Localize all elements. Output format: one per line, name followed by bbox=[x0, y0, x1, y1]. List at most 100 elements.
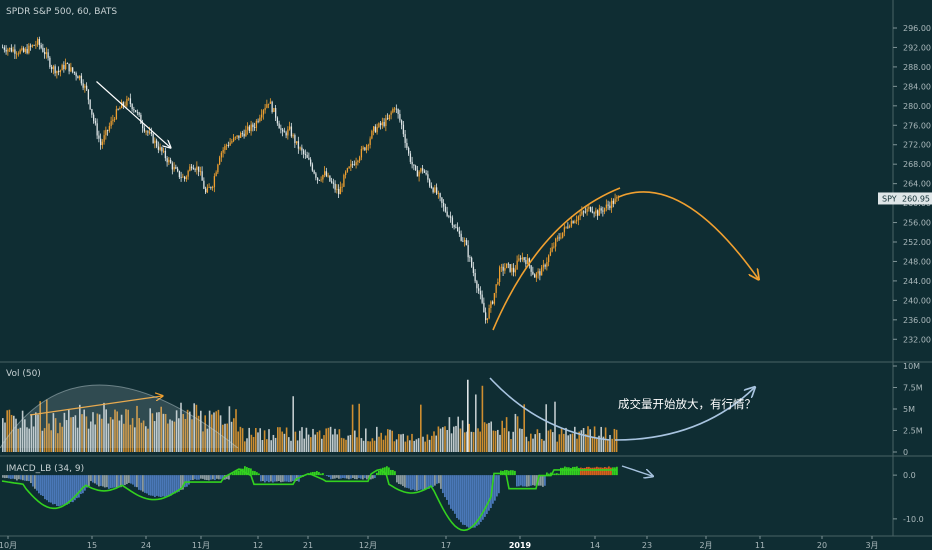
candle bbox=[584, 206, 587, 214]
candle bbox=[45, 47, 48, 59]
candle bbox=[290, 122, 293, 138]
candle bbox=[289, 121, 291, 131]
macd-bar bbox=[462, 475, 464, 525]
volume-bar bbox=[79, 404, 81, 452]
macd-bar bbox=[132, 475, 134, 485]
candle bbox=[408, 146, 410, 156]
volume-bar bbox=[171, 420, 173, 452]
candle bbox=[479, 286, 482, 300]
macd-bar bbox=[366, 475, 368, 480]
candle bbox=[213, 173, 216, 193]
volume-bar bbox=[367, 441, 369, 452]
volume-bar bbox=[283, 433, 286, 452]
volume-bar bbox=[378, 436, 380, 452]
macd-bar bbox=[46, 475, 48, 501]
candle bbox=[451, 215, 454, 229]
candle bbox=[224, 143, 226, 154]
volume-bar bbox=[398, 434, 400, 452]
time-axis[interactable]: 10月 15 24 11月 12 21 12月 17 2019 14 23 2月 11 20 3月 bbox=[0, 536, 879, 550]
candle bbox=[579, 210, 581, 221]
volume-bar bbox=[587, 426, 589, 452]
volume-bar bbox=[406, 435, 409, 452]
macd-bar bbox=[446, 475, 448, 500]
candle bbox=[534, 273, 536, 278]
volume-bar bbox=[347, 435, 349, 452]
macd-bar bbox=[526, 475, 528, 487]
volume-bar bbox=[488, 422, 490, 452]
candle bbox=[87, 89, 90, 105]
volume-bar bbox=[446, 430, 448, 452]
candle bbox=[532, 266, 534, 276]
macd-bar bbox=[406, 475, 408, 488]
volume-bar bbox=[70, 417, 72, 452]
macd-bar bbox=[388, 467, 390, 476]
volume-tick-label: 0 bbox=[903, 448, 908, 457]
candle bbox=[357, 159, 359, 166]
candle bbox=[406, 138, 408, 151]
volume-bar bbox=[261, 440, 264, 452]
volume-tick-label: 5M bbox=[903, 405, 915, 414]
candle bbox=[514, 265, 517, 277]
macd-bar bbox=[170, 475, 172, 496]
candle bbox=[79, 75, 81, 81]
volume-bar bbox=[464, 432, 466, 452]
macd-bar bbox=[88, 475, 90, 487]
candle bbox=[42, 43, 44, 53]
candle bbox=[252, 122, 254, 132]
annotation-blue-arc-right bbox=[614, 388, 754, 441]
volume-bar bbox=[556, 441, 558, 452]
volume-bar bbox=[272, 434, 275, 452]
macd-bar bbox=[376, 472, 378, 476]
macd-bar bbox=[370, 475, 372, 480]
macd-bar bbox=[208, 475, 210, 481]
candle bbox=[145, 130, 147, 136]
macd-bar bbox=[616, 466, 618, 476]
candle bbox=[196, 161, 198, 175]
volume-bar bbox=[345, 439, 347, 452]
volume-bar bbox=[52, 413, 55, 452]
macd-bar bbox=[264, 475, 266, 483]
candle bbox=[331, 177, 333, 184]
volume-bar bbox=[448, 417, 451, 452]
macd-bar bbox=[204, 475, 206, 480]
volume-bar bbox=[501, 420, 503, 452]
volume-bar bbox=[252, 436, 255, 452]
candle bbox=[332, 178, 335, 189]
price-axis[interactable]: 232.00 236.00 240.00 244.00 248.00 252.00 256.… bbox=[893, 24, 931, 524]
candle bbox=[446, 206, 448, 218]
time-tick-label: 20 bbox=[817, 541, 827, 550]
volume-bar bbox=[611, 438, 613, 452]
candle bbox=[150, 127, 153, 137]
volume-bar bbox=[213, 412, 215, 452]
time-tick-label: 2月 bbox=[699, 541, 712, 550]
macd-bar bbox=[494, 475, 496, 501]
macd-bar bbox=[332, 475, 334, 479]
volume-bar bbox=[565, 427, 567, 452]
candle bbox=[362, 145, 364, 151]
volume-bar bbox=[321, 438, 323, 452]
price-tick-label: 288.00 bbox=[903, 63, 931, 72]
candle bbox=[481, 290, 483, 305]
volume-bar bbox=[189, 411, 191, 452]
volume-bar bbox=[481, 385, 484, 452]
candle bbox=[227, 141, 230, 148]
macd-bar bbox=[78, 475, 80, 498]
macd-bar bbox=[290, 475, 292, 482]
candle bbox=[353, 160, 356, 166]
candle bbox=[203, 177, 205, 190]
macd-bar bbox=[546, 472, 548, 476]
candle bbox=[427, 170, 429, 183]
macd-bar bbox=[392, 470, 394, 476]
candle bbox=[430, 182, 433, 189]
candle bbox=[562, 232, 564, 239]
candle bbox=[423, 169, 426, 174]
volume-bar bbox=[404, 441, 407, 452]
candle bbox=[77, 75, 79, 79]
volume-bar bbox=[391, 430, 393, 452]
macd-bar bbox=[248, 467, 250, 476]
volume-bar bbox=[98, 414, 101, 452]
macd-bar bbox=[148, 475, 150, 496]
candle bbox=[527, 254, 529, 265]
candle bbox=[282, 128, 284, 137]
